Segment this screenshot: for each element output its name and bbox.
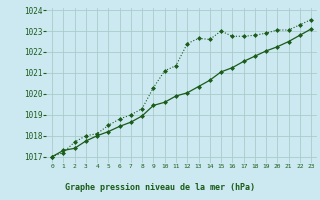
Text: Graphe pression niveau de la mer (hPa): Graphe pression niveau de la mer (hPa) [65,184,255,192]
